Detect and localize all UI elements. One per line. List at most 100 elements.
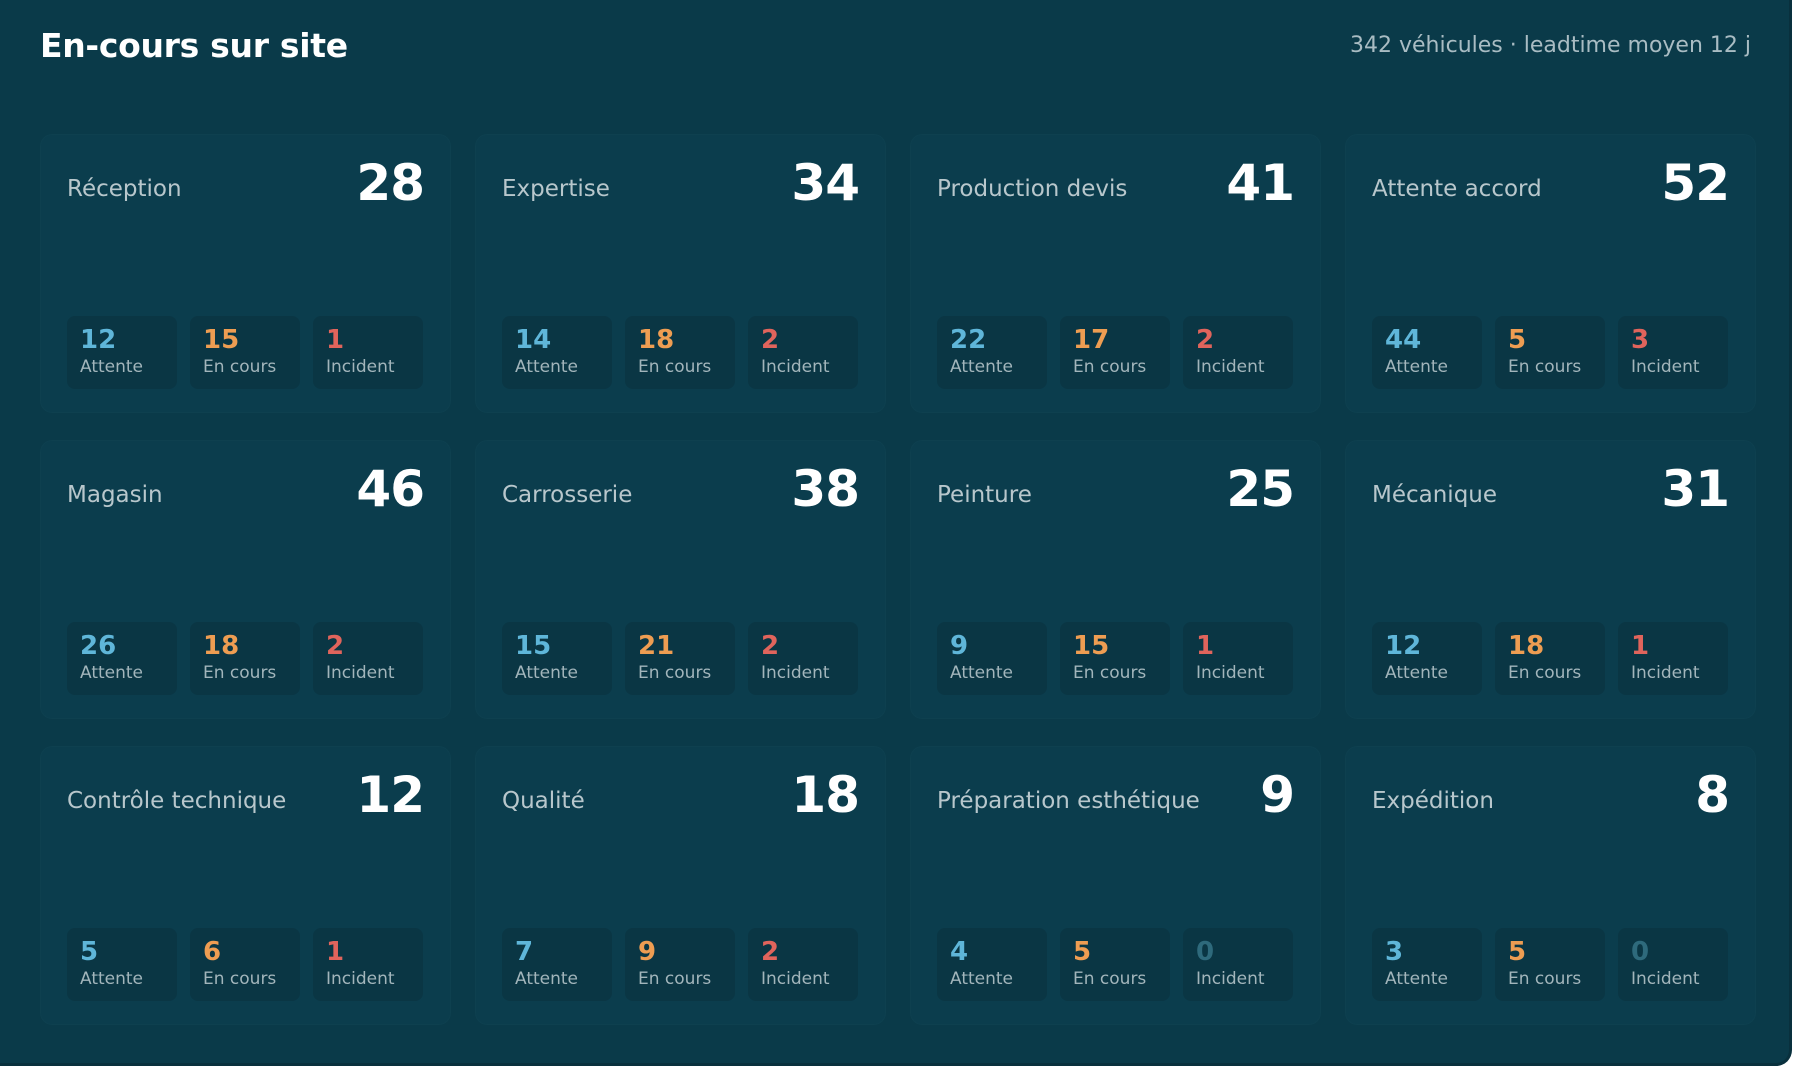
stage-name: Expertise xyxy=(502,176,610,202)
incident-stat-label: Incident xyxy=(1631,357,1700,377)
in-progress-stat[interactable]: 17 En cours xyxy=(1060,316,1170,389)
stage-card[interactable]: Production devis 41 22 Attente 17 En cours 2 In… xyxy=(910,134,1321,413)
wait-stat[interactable]: 4 Attente xyxy=(937,928,1047,1001)
incident-stat[interactable]: 2 Incident xyxy=(1183,316,1293,389)
wait-stat[interactable]: 12 Attente xyxy=(1372,622,1482,695)
stage-grid: Réception 28 12 Attente 15 En cours 1 Incident E… xyxy=(40,134,1756,1025)
in-progress-stat-label: En cours xyxy=(1508,969,1582,989)
in-progress-stat[interactable]: 18 En cours xyxy=(190,622,300,695)
summary-text: 342 véhicules · leadtime moyen 12 j xyxy=(1350,32,1751,58)
stage-card[interactable]: Réception 28 12 Attente 15 En cours 1 Incident xyxy=(40,134,451,413)
wait-stat[interactable]: 9 Attente xyxy=(937,622,1047,695)
incident-stat[interactable]: 1 Incident xyxy=(1618,622,1728,695)
wait-stat[interactable]: 12 Attente xyxy=(67,316,177,389)
wait-stat-label: Attente xyxy=(515,969,579,989)
incident-stat-value: 0 xyxy=(1631,937,1650,967)
wait-stat-value: 4 xyxy=(950,937,969,967)
stage-card[interactable]: Peinture 25 9 Attente 15 En cours 1 Incident xyxy=(910,440,1321,719)
stage-card[interactable]: Préparation esthétique 9 4 Attente 5 En cours… xyxy=(910,746,1321,1025)
header: En-cours sur site 342 véhicules · leadti… xyxy=(40,22,1751,68)
wait-stat-label: Attente xyxy=(515,357,579,377)
wait-stat-label: Attente xyxy=(80,663,144,683)
stage-card[interactable]: Attente accord 52 44 Attente 5 En cours 3 Incid… xyxy=(1345,134,1756,413)
stage-total: 38 xyxy=(791,460,860,518)
incident-stat-label: Incident xyxy=(1631,969,1700,989)
stage-stats: 12 Attente 18 En cours 1 Incident xyxy=(1372,622,1728,695)
stage-total: 12 xyxy=(356,766,425,824)
wait-stat-label: Attente xyxy=(950,357,1014,377)
incident-stat-label: Incident xyxy=(1196,357,1265,377)
stage-stats: 26 Attente 18 En cours 2 Incident xyxy=(67,622,423,695)
wait-stat-label: Attente xyxy=(80,969,144,989)
in-progress-stat-label: En cours xyxy=(638,969,712,989)
incident-stat[interactable]: 1 Incident xyxy=(1183,622,1293,695)
stage-card[interactable]: Carrosserie 38 15 Attente 21 En cours 2 Inciden… xyxy=(475,440,886,719)
in-progress-stat-label: En cours xyxy=(203,969,277,989)
in-progress-stat-label: En cours xyxy=(638,663,712,683)
incident-stat-label: Incident xyxy=(326,357,395,377)
stage-stats: 15 Attente 21 En cours 2 Incident xyxy=(502,622,858,695)
incident-stat[interactable]: 2 Incident xyxy=(748,928,858,1001)
in-progress-stat-value: 21 xyxy=(638,631,675,661)
incident-stat[interactable]: 1 Incident xyxy=(313,316,423,389)
stage-total: 52 xyxy=(1661,154,1730,212)
in-progress-stat[interactable]: 9 En cours xyxy=(625,928,735,1001)
in-progress-stat[interactable]: 6 En cours xyxy=(190,928,300,1001)
incident-stat-value: 2 xyxy=(326,631,345,661)
in-progress-stat[interactable]: 18 En cours xyxy=(625,316,735,389)
stage-total: 8 xyxy=(1695,766,1730,824)
wait-stat[interactable]: 26 Attente xyxy=(67,622,177,695)
incident-stat-label: Incident xyxy=(761,357,830,377)
in-progress-stat[interactable]: 21 En cours xyxy=(625,622,735,695)
in-progress-stat[interactable]: 15 En cours xyxy=(1060,622,1170,695)
incident-stat[interactable]: 0 Incident xyxy=(1618,928,1728,1001)
stage-name: Attente accord xyxy=(1372,176,1542,202)
stage-card[interactable]: Expertise 34 14 Attente 18 En cours 2 Incident xyxy=(475,134,886,413)
stage-name: Peinture xyxy=(937,482,1032,508)
in-progress-stat-value: 17 xyxy=(1073,325,1110,355)
wait-stat[interactable]: 7 Attente xyxy=(502,928,612,1001)
stage-card[interactable]: Contrôle technique 12 5 Attente 6 En cours 1 In… xyxy=(40,746,451,1025)
incident-stat[interactable]: 2 Incident xyxy=(748,622,858,695)
stage-card[interactable]: Mécanique 31 12 Attente 18 En cours 1 Incident xyxy=(1345,440,1756,719)
wait-stat-value: 15 xyxy=(515,631,552,661)
stage-name: Expédition xyxy=(1372,788,1494,814)
stage-total: 28 xyxy=(356,154,425,212)
wait-stat[interactable]: 3 Attente xyxy=(1372,928,1482,1001)
in-progress-stat-label: En cours xyxy=(638,357,712,377)
in-progress-stat-label: En cours xyxy=(203,357,277,377)
incident-stat[interactable]: 2 Incident xyxy=(313,622,423,695)
in-progress-stat[interactable]: 5 En cours xyxy=(1060,928,1170,1001)
incident-stat-label: Incident xyxy=(1631,663,1700,683)
in-progress-stat[interactable]: 15 En cours xyxy=(190,316,300,389)
wait-stat-value: 7 xyxy=(515,937,534,967)
incident-stat[interactable]: 0 Incident xyxy=(1183,928,1293,1001)
incident-stat-value: 1 xyxy=(326,937,345,967)
wait-stat[interactable]: 5 Attente xyxy=(67,928,177,1001)
incident-stat[interactable]: 3 Incident xyxy=(1618,316,1728,389)
stage-stats: 44 Attente 5 En cours 3 Incident xyxy=(1372,316,1728,389)
incident-stat-value: 2 xyxy=(761,631,780,661)
stage-stats: 22 Attente 17 En cours 2 Incident xyxy=(937,316,1293,389)
incident-stat-value: 0 xyxy=(1196,937,1215,967)
wait-stat-label: Attente xyxy=(1385,357,1449,377)
incident-stat[interactable]: 2 Incident xyxy=(748,316,858,389)
page-title: En-cours sur site xyxy=(40,25,348,65)
wait-stat[interactable]: 22 Attente xyxy=(937,316,1047,389)
in-progress-stat-value: 15 xyxy=(1073,631,1110,661)
wait-stat[interactable]: 15 Attente xyxy=(502,622,612,695)
in-progress-stat-label: En cours xyxy=(1508,663,1582,683)
in-progress-stat-value: 18 xyxy=(1508,631,1545,661)
incident-stat-value: 1 xyxy=(1631,631,1650,661)
stage-card[interactable]: Qualité 18 7 Attente 9 En cours 2 Incident xyxy=(475,746,886,1025)
in-progress-stat[interactable]: 18 En cours xyxy=(1495,622,1605,695)
stage-card[interactable]: Magasin 46 26 Attente 18 En cours 2 Incident xyxy=(40,440,451,719)
wait-stat[interactable]: 14 Attente xyxy=(502,316,612,389)
in-progress-stat[interactable]: 5 En cours xyxy=(1495,316,1605,389)
in-progress-stat[interactable]: 5 En cours xyxy=(1495,928,1605,1001)
incident-stat-label: Incident xyxy=(761,663,830,683)
incident-stat[interactable]: 1 Incident xyxy=(313,928,423,1001)
wait-stat[interactable]: 44 Attente xyxy=(1372,316,1482,389)
wait-stat-label: Attente xyxy=(950,663,1014,683)
stage-card[interactable]: Expédition 8 3 Attente 5 En cours 0 Incident xyxy=(1345,746,1756,1025)
